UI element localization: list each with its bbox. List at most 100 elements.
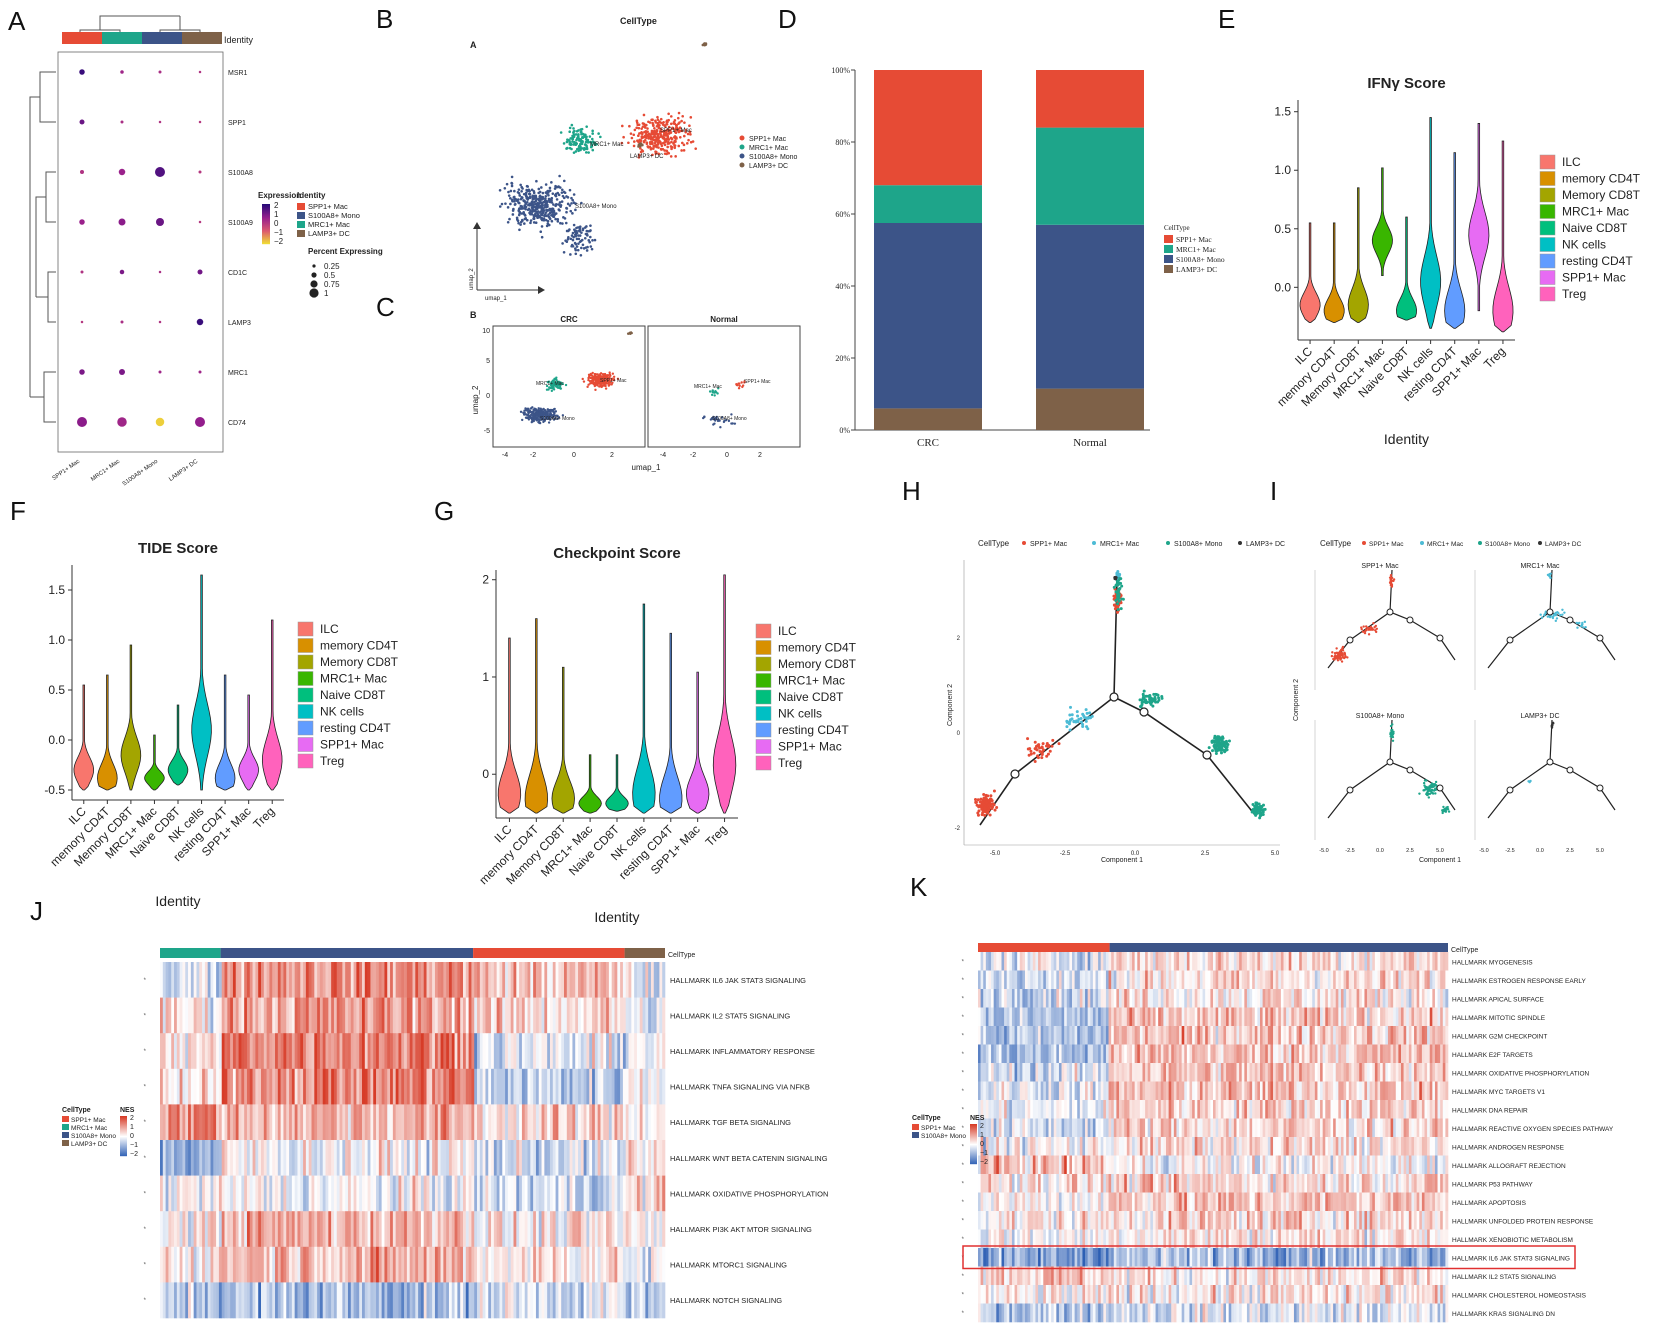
heatmap-cell xyxy=(1139,952,1143,971)
heatmap-cell xyxy=(1022,952,1026,971)
heatmap-cell xyxy=(1113,952,1117,971)
crc-s100a8-point xyxy=(540,412,543,416)
legend-dot xyxy=(1362,541,1366,545)
heatmap-cell xyxy=(311,1246,315,1283)
heatmap-cell xyxy=(364,1033,368,1070)
s100a8-mono-point xyxy=(525,200,529,204)
heatmap-cell xyxy=(488,1068,492,1105)
heatmap-cell xyxy=(597,1175,601,1212)
x-tick: CRC xyxy=(917,437,939,449)
heatmap-cell xyxy=(547,1246,551,1283)
heatmap-cell xyxy=(364,1246,368,1283)
heatmap-cell xyxy=(196,1246,200,1283)
heatmap-cell xyxy=(1108,952,1112,971)
heatmap-cell xyxy=(401,1246,405,1283)
heatmap-cell xyxy=(333,1211,338,1248)
spp1-mac-point xyxy=(683,134,686,138)
heatmap-cell xyxy=(300,1104,304,1141)
heatmap-cell xyxy=(488,1175,492,1212)
heatmap-cell xyxy=(448,1246,453,1283)
heatmap-cell xyxy=(317,1175,321,1212)
heatmap-cell xyxy=(519,1211,523,1248)
heatmap-cell xyxy=(446,1211,450,1248)
heatmap-cell xyxy=(600,1104,604,1141)
cell-point xyxy=(1554,619,1558,623)
heatmap-cell xyxy=(592,1211,596,1248)
heatmap-cell xyxy=(188,1068,192,1105)
heatmap-cell xyxy=(513,962,517,998)
heatmap-cell xyxy=(266,1282,270,1319)
heatmap-cell xyxy=(558,1104,562,1141)
heatmap-cell xyxy=(499,1104,503,1141)
spp1-mac-point xyxy=(1051,738,1055,742)
nes-legend-title: NES xyxy=(120,1107,135,1114)
x-tick: 2 xyxy=(610,452,614,459)
spp1-mac-point xyxy=(658,121,661,124)
heatmap-cell xyxy=(174,962,178,998)
heatmap-cell xyxy=(269,1175,273,1212)
heatmap-cell xyxy=(221,1175,225,1212)
heatmap-cell xyxy=(1038,952,1041,971)
heatmap-cell xyxy=(294,962,298,998)
expression-dot xyxy=(155,417,165,427)
heatmap-cell xyxy=(650,1104,655,1141)
spp1-mac-point xyxy=(635,126,638,130)
heatmap-cell xyxy=(634,962,638,998)
heatmap-cell xyxy=(263,1175,267,1212)
heatmap-cell xyxy=(1166,970,1169,990)
heatmap-cell xyxy=(611,1033,615,1070)
heatmap-cell xyxy=(499,962,503,998)
heatmap-cell xyxy=(437,997,441,1034)
nes-tick: −2 xyxy=(130,1151,138,1158)
s100a8-mono-point xyxy=(553,213,557,216)
spp1-mac-point xyxy=(669,122,673,126)
heatmap-cell xyxy=(362,1211,366,1248)
spp1-mac-point xyxy=(651,121,654,125)
heatmap-cell xyxy=(1043,952,1047,971)
heatmap-cell xyxy=(983,952,987,971)
heatmap-cell xyxy=(182,1175,186,1212)
heatmap-cell xyxy=(460,1140,464,1176)
heatmap-cell xyxy=(586,1033,590,1070)
heatmap-cell xyxy=(547,997,551,1034)
heatmap-cell xyxy=(1061,952,1065,971)
violin-ilc xyxy=(73,684,95,791)
heatmap-cell xyxy=(426,1211,430,1248)
s100a8-mono-point xyxy=(540,201,543,205)
spp1-mac-point xyxy=(665,149,669,153)
spp1-mac-point xyxy=(663,143,667,147)
pathway-label: HALLMARK IL2 STAT5 SIGNALING xyxy=(670,1011,790,1020)
legend-dot xyxy=(1538,541,1542,545)
s100a8-mono-point xyxy=(562,190,566,194)
heatmap-cell xyxy=(600,1246,604,1283)
heatmap-cell xyxy=(656,1140,660,1176)
heatmap-cell xyxy=(1202,970,1206,990)
heatmap-cell xyxy=(202,1033,206,1070)
spp1-mac-point xyxy=(638,132,641,135)
heatmap-cell xyxy=(561,1140,565,1176)
heatmap-cell xyxy=(230,1068,234,1105)
heatmap-cell xyxy=(530,1282,534,1319)
heatmap-cell xyxy=(583,1246,587,1283)
cell-point xyxy=(1372,621,1375,625)
heatmap-cell xyxy=(353,1033,357,1070)
legend-label: MRC1+ Mac xyxy=(778,674,845,688)
heatmap-cell xyxy=(1348,952,1352,971)
heatmap-cell xyxy=(611,1211,615,1248)
legend-dot xyxy=(1166,541,1170,545)
heatmap-cell xyxy=(628,1282,632,1319)
heatmap-cell xyxy=(317,1246,321,1283)
spp1-mac-point xyxy=(669,145,673,148)
cell-point xyxy=(1367,633,1371,636)
heatmap-cell xyxy=(415,1068,419,1105)
heatmap-cell xyxy=(1267,970,1271,990)
s100a8-mono-point xyxy=(572,193,576,196)
normal-mrc1-point xyxy=(716,392,719,395)
heatmap-cell xyxy=(434,1033,439,1070)
x-tick: 2.5 xyxy=(1566,848,1574,854)
heatmap-cell xyxy=(204,1282,208,1319)
heatmap-cell xyxy=(502,962,506,998)
heatmap-cell xyxy=(207,1140,211,1176)
heatmap-cell xyxy=(656,997,660,1034)
heatmap-cell xyxy=(179,962,183,998)
